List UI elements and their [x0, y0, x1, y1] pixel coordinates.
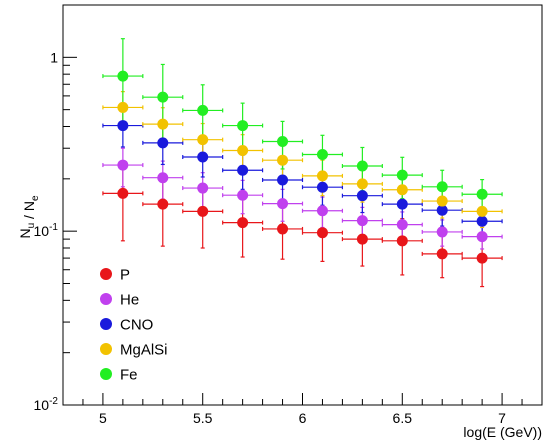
point-he — [277, 198, 289, 210]
point-mgalsi — [197, 134, 209, 146]
point-cno — [277, 174, 289, 186]
point-fe — [316, 149, 328, 161]
point-p — [237, 217, 249, 229]
point-p — [157, 198, 169, 210]
point-mgalsi — [157, 118, 169, 130]
legend: P He CNO MgAlSi Fe — [100, 267, 168, 384]
legend-marker-mgalsi — [100, 343, 112, 355]
point-cno — [436, 204, 448, 216]
point-fe — [436, 181, 448, 193]
point-mgalsi — [316, 170, 328, 182]
point-mgalsi — [396, 184, 408, 196]
point-mgalsi — [356, 178, 368, 190]
x-axis-label: log(E (GeV)) — [463, 424, 542, 440]
point-he — [436, 226, 448, 238]
data-markers — [117, 70, 488, 264]
point-cno — [237, 164, 249, 176]
point-p — [436, 248, 448, 260]
point-he — [157, 172, 169, 184]
x-tick-label: 6.5 — [393, 410, 413, 426]
point-fe — [157, 91, 169, 103]
legend-marker-cno — [100, 318, 112, 330]
point-p — [356, 233, 368, 245]
point-cno — [356, 190, 368, 202]
point-p — [197, 205, 209, 217]
point-he — [476, 231, 488, 243]
point-mgalsi — [476, 205, 488, 217]
point-p — [476, 252, 488, 264]
point-fe — [117, 70, 129, 82]
x-tick-label: 5 — [99, 410, 107, 426]
legend-label-fe: Fe — [120, 367, 138, 384]
point-he — [237, 189, 249, 201]
point-cno — [396, 198, 408, 210]
point-fe — [237, 120, 249, 132]
point-he — [117, 159, 129, 171]
point-fe — [197, 104, 209, 116]
point-he — [356, 215, 368, 227]
point-fe — [356, 160, 368, 172]
x-axis-ticks: 5 5.5 6 6.5 7 — [62, 393, 543, 426]
legend-marker-he — [100, 293, 112, 305]
x-tick-label: 7 — [498, 410, 506, 426]
legend-label-cno: CNO — [120, 317, 153, 334]
point-he — [316, 205, 328, 217]
legend-marker-fe — [100, 368, 112, 380]
point-cno — [157, 137, 169, 149]
point-fe — [476, 188, 488, 200]
legend-label-mgalsi: MgAlSi — [120, 342, 168, 359]
point-mgalsi — [436, 195, 448, 207]
legend-label-p: P — [120, 267, 130, 284]
point-he — [197, 182, 209, 194]
point-cno — [476, 215, 488, 227]
legend-marker-p — [100, 268, 112, 280]
point-p — [277, 223, 289, 235]
point-p — [117, 187, 129, 199]
point-cno — [197, 151, 209, 163]
point-cno — [117, 120, 129, 132]
point-p — [316, 227, 328, 239]
legend-label-he: He — [120, 292, 139, 309]
point-fe — [277, 135, 289, 147]
point-mgalsi — [117, 101, 129, 113]
y-tick-label: 1 — [50, 49, 58, 65]
point-cno — [316, 181, 328, 193]
point-fe — [396, 169, 408, 181]
point-mgalsi — [277, 154, 289, 166]
point-he — [396, 219, 408, 231]
x-tick-label: 5.5 — [193, 410, 213, 426]
x-tick-label: 6 — [299, 410, 307, 426]
point-p — [396, 235, 408, 247]
point-mgalsi — [237, 145, 249, 157]
